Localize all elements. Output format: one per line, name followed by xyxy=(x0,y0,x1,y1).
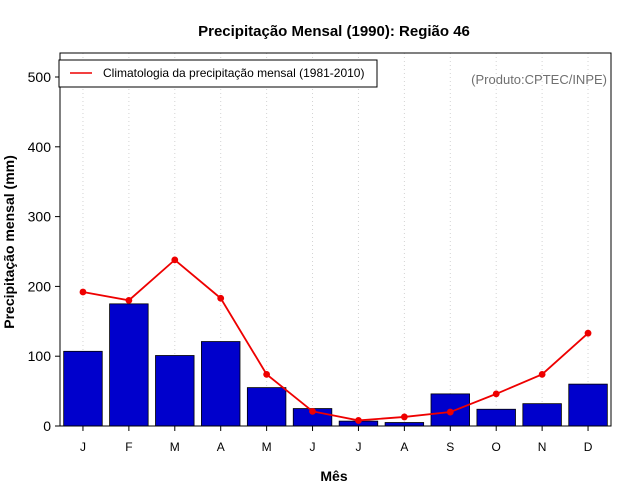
x-tick-label: N xyxy=(538,440,547,454)
climatology-point-4 xyxy=(217,294,225,302)
climatology-line xyxy=(82,258,589,422)
x-tick-label: F xyxy=(125,440,132,454)
y-tick-label: 500 xyxy=(28,69,52,85)
climatology-point-3 xyxy=(171,256,179,264)
bar-8 xyxy=(384,422,425,427)
bar-11 xyxy=(522,403,562,427)
x-tick-label: J xyxy=(355,440,361,454)
bar-3 xyxy=(155,355,195,427)
bar-2 xyxy=(109,303,149,427)
x-tick-label: J xyxy=(80,440,86,454)
climatology-point-12 xyxy=(584,329,592,337)
climatology-point-5 xyxy=(263,370,271,378)
y-axis: 0 100 200 300 400 500 xyxy=(28,69,60,434)
climatology-series xyxy=(79,256,592,424)
climatology-point-11 xyxy=(538,370,546,378)
x-tick-label: O xyxy=(492,440,501,454)
climatology-point-8 xyxy=(400,413,408,421)
x-axis-title: Mês xyxy=(320,468,347,484)
x-tick-label: M xyxy=(170,440,180,454)
x-tick-label: J xyxy=(310,440,316,454)
climatology-point-2 xyxy=(125,296,133,304)
climatology-point-9 xyxy=(446,408,454,416)
y-tick-label: 400 xyxy=(28,139,52,155)
bar-12 xyxy=(568,383,608,427)
x-tick-label: A xyxy=(400,440,408,454)
bar-5 xyxy=(246,387,287,427)
climatology-point-7 xyxy=(355,417,362,424)
x-tick-label: S xyxy=(446,440,454,454)
y-tick-label: 0 xyxy=(43,418,51,434)
legend-label: Climatologia da precipitação mensal (198… xyxy=(103,66,364,80)
x-tick-label: D xyxy=(584,440,593,454)
bar-1 xyxy=(63,350,103,427)
legend: Climatologia da precipitação mensal (198… xyxy=(58,59,378,88)
climatology-point-6 xyxy=(309,407,316,415)
y-axis-title: Precipitação mensal (mm) xyxy=(1,155,17,329)
climatology-point-10 xyxy=(492,390,500,398)
plot-frame xyxy=(59,52,612,427)
bar-series xyxy=(63,303,608,427)
legend-box xyxy=(58,59,378,88)
x-tick-label: M xyxy=(262,440,272,454)
x-tick-label: A xyxy=(217,440,225,454)
bar-4 xyxy=(201,341,241,427)
bar-10 xyxy=(476,408,516,427)
y-tick-label: 200 xyxy=(28,278,52,294)
y-tick-label: 100 xyxy=(28,348,52,364)
chart-title: Precipitação Mensal (1990): Região 46 xyxy=(198,23,470,40)
y-tick-label: 300 xyxy=(28,209,52,225)
credit-text: (Produto:CPTEC/INPE) xyxy=(471,72,607,87)
climatology-point-1 xyxy=(79,288,87,296)
